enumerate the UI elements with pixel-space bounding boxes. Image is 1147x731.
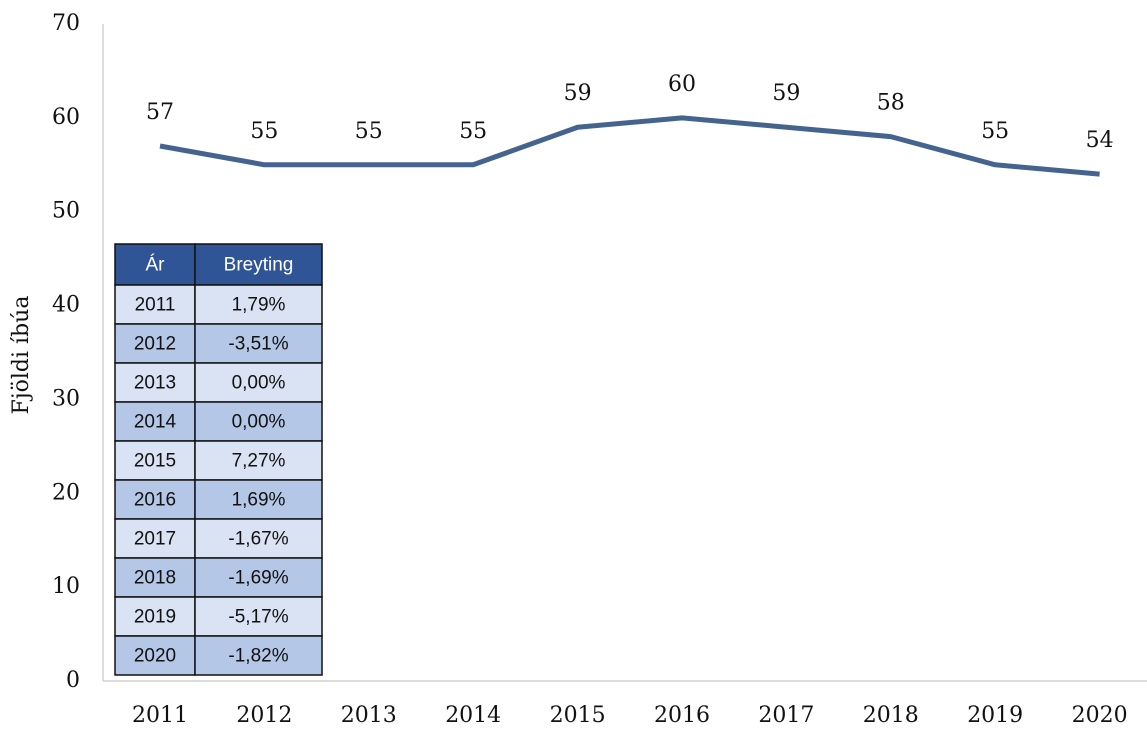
y-tick-label: 0 <box>66 668 80 693</box>
table-cell <box>194 323 323 364</box>
table-text: 2020 <box>134 646 176 667</box>
x-tick-label: 2012 <box>236 703 292 728</box>
table-text: 2016 <box>134 490 176 511</box>
data-label: 57 <box>146 100 174 125</box>
table-text: 2017 <box>134 529 176 550</box>
x-tick-label: 2016 <box>654 703 710 728</box>
data-label: 55 <box>459 119 487 144</box>
table-text: -1,69% <box>228 568 288 589</box>
table-cell <box>114 284 196 325</box>
table-text: 2018 <box>134 568 176 589</box>
y-tick-label: 60 <box>52 105 80 130</box>
table-header-cell <box>194 243 323 286</box>
table-text: 0,00% <box>232 373 286 394</box>
table-cell <box>194 635 323 676</box>
data-label: 60 <box>668 72 696 97</box>
data-label: 54 <box>1086 128 1114 153</box>
table-cell <box>194 284 323 325</box>
table-cell <box>114 557 196 598</box>
data-label: 58 <box>877 91 905 116</box>
table-text: 2014 <box>134 412 177 433</box>
y-tick-label: 50 <box>52 199 80 224</box>
table-cell <box>114 440 196 481</box>
table-text: 7,27% <box>232 451 286 472</box>
table-text: 1,69% <box>232 490 286 511</box>
table-cell <box>194 479 323 520</box>
table-text: -1,67% <box>228 529 288 550</box>
table-text: 2012 <box>134 334 176 355</box>
table-cell <box>114 635 196 676</box>
x-tick-label: 2018 <box>863 703 919 728</box>
x-tick-label: 2019 <box>967 703 1023 728</box>
line <box>159 115 1100 177</box>
table-text: 2015 <box>134 451 176 472</box>
table-cell <box>194 557 323 598</box>
x-tick-label: 2013 <box>341 703 397 728</box>
table-text: -1,82% <box>228 646 288 667</box>
x-tick-label: 2011 <box>132 703 188 728</box>
data-label: 55 <box>355 119 383 144</box>
table-text: 2013 <box>134 373 176 394</box>
x-tick-label: 2014 <box>445 703 501 728</box>
table: Ár Breyting 2011 1,79% 2012 -3,51% 2013 0,00% 20… <box>114 243 323 676</box>
data-label: 55 <box>250 119 278 144</box>
y-axis-label: Fjöldi íbúa <box>9 296 34 415</box>
table-text: 0,00% <box>232 412 286 433</box>
table-text: 2011 <box>135 295 176 316</box>
table-text: 2019 <box>134 607 176 628</box>
data-label: 55 <box>981 119 1009 144</box>
table-cell <box>114 362 196 403</box>
data-label: 59 <box>772 81 800 106</box>
table-cell <box>194 440 323 481</box>
x-tick-label: 2017 <box>758 703 814 728</box>
table-text: 1,79% <box>232 295 286 316</box>
table-header: Breyting <box>224 255 294 276</box>
y-tick-label: 70 <box>52 11 80 36</box>
y-tick-label: 30 <box>52 386 80 411</box>
x-tick-label: 2020 <box>1072 703 1128 728</box>
x-tick-label: 2015 <box>550 703 606 728</box>
table-header: Ár <box>146 255 166 276</box>
table-text: -3,51% <box>228 334 288 355</box>
table-cell <box>114 518 196 559</box>
y-tick-label: 10 <box>52 574 80 599</box>
table-cell <box>194 596 323 637</box>
table-text: -5,17% <box>228 607 288 628</box>
y-tick-label: 20 <box>52 480 80 505</box>
data-label: 59 <box>564 81 592 106</box>
y-tick-label: 40 <box>52 293 80 318</box>
